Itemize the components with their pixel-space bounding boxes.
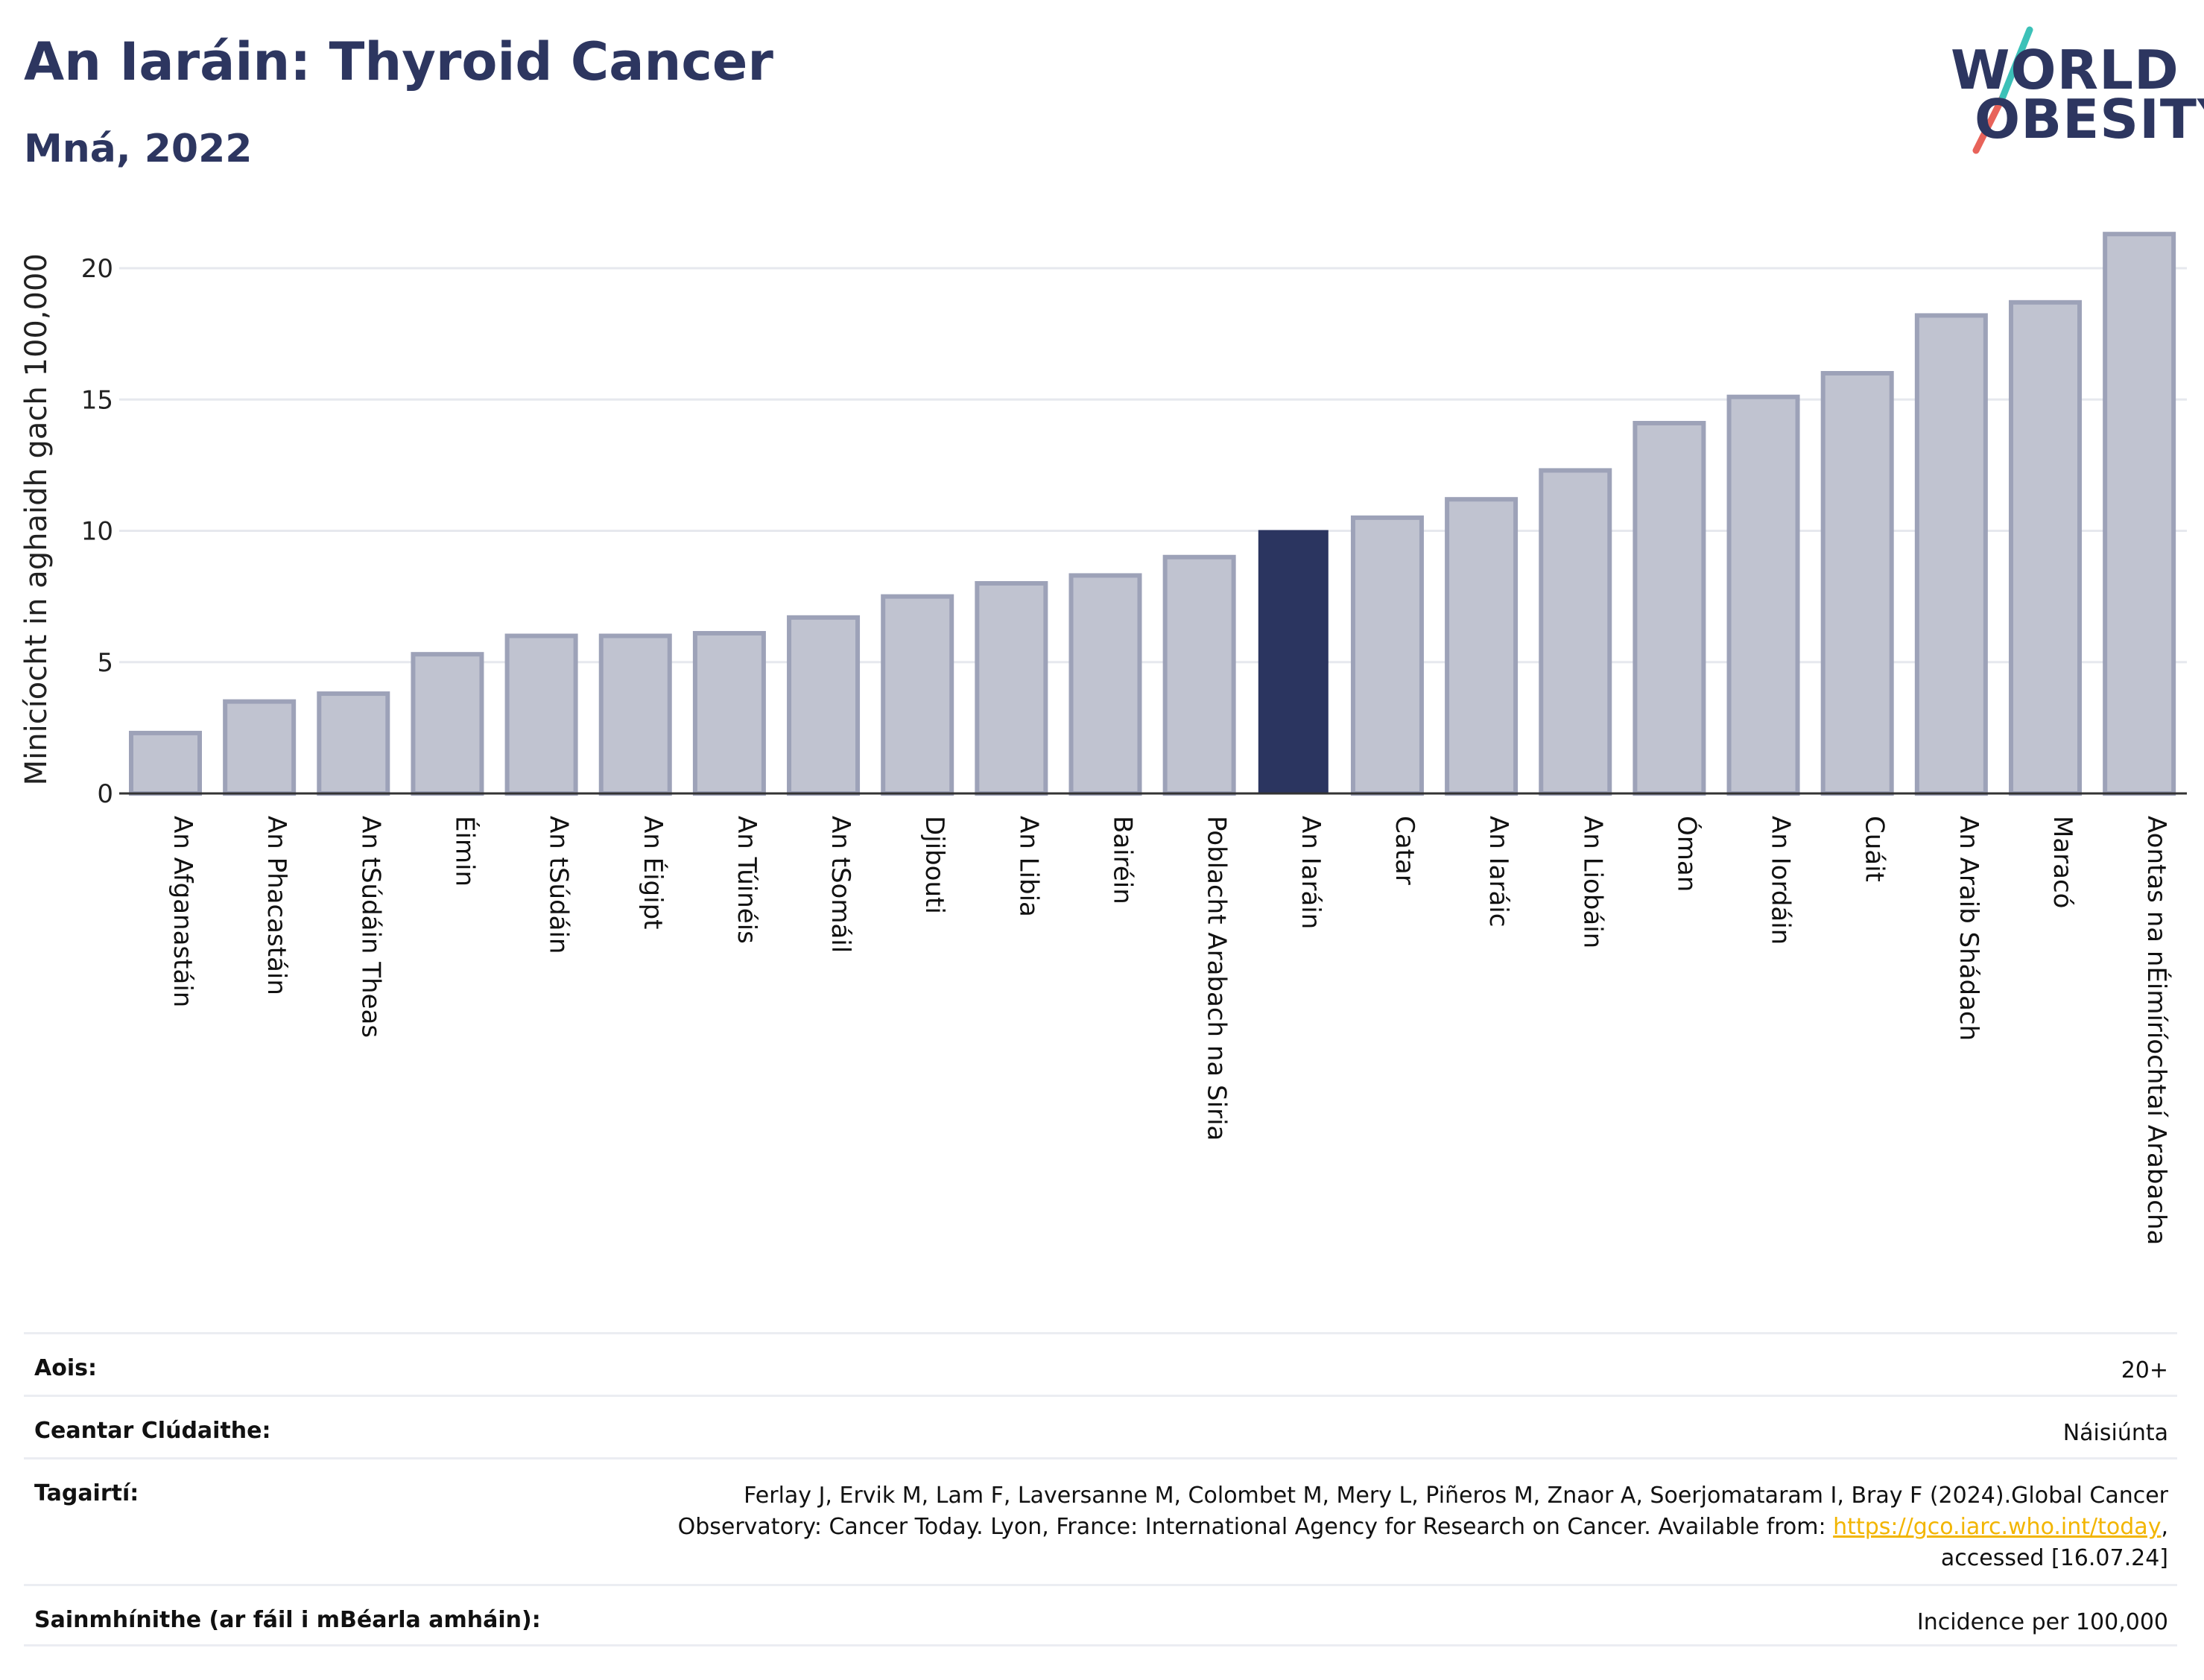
x-tick-label: An Iaráic bbox=[1483, 816, 1513, 927]
x-tick-label: Djibouti bbox=[919, 816, 949, 914]
bar-chart: 0 5 10 15 20 An Afganastáin An Phacastáin An t… bbox=[19, 232, 2187, 1245]
reference-line-2-text: Observatory: Cancer Today. Lyon, France:… bbox=[677, 1514, 1826, 1540]
bar[interactable] bbox=[787, 615, 861, 796]
bar[interactable] bbox=[1820, 371, 1894, 796]
info-table: Aois: 20+ Ceantar Clúdaithe: Náisiúnta T… bbox=[24, 1332, 2177, 1646]
x-tick-label: An tSúdáin bbox=[544, 816, 574, 954]
reference-line-3: accessed [16.07.24] bbox=[1940, 1545, 2168, 1571]
x-tick-label: Maracó bbox=[2048, 816, 2077, 908]
x-tick-label: An tSúdáin Theas bbox=[355, 816, 385, 1038]
info-value-coverage: Náisiúnta bbox=[2062, 1420, 2168, 1446]
x-tick-label: Bairéin bbox=[1108, 816, 1138, 904]
bars bbox=[129, 232, 2176, 796]
x-tick-label: An Araib Shádach bbox=[1954, 816, 1983, 1041]
bar[interactable] bbox=[975, 581, 1048, 796]
x-tick-label: An Phacastáin bbox=[262, 816, 291, 995]
x-tick-label: An Iaráin bbox=[1296, 816, 1326, 929]
info-row-definitions: Sainmhínithe (ar fáil i mBéarla amháin):… bbox=[24, 1584, 2177, 1646]
reference-line-2: Observatory: Cancer Today. Lyon, France:… bbox=[641, 1512, 2168, 1543]
bar[interactable] bbox=[692, 630, 766, 796]
bar[interactable] bbox=[1914, 313, 1988, 796]
reference-link[interactable]: https://gco.iarc.who.int/today bbox=[1833, 1514, 2162, 1540]
info-label-references: Tagairtí: bbox=[34, 1480, 139, 1506]
info-row-age: Aois: 20+ bbox=[24, 1332, 2177, 1395]
x-tick-label: Poblacht Arabach na Siria bbox=[1202, 816, 1232, 1141]
x-tick-label: An Éigipt bbox=[638, 816, 668, 930]
bar[interactable] bbox=[1162, 554, 1236, 796]
bar[interactable] bbox=[411, 652, 484, 796]
bar[interactable] bbox=[881, 594, 954, 796]
x-tick-label: An Iordáin bbox=[1766, 816, 1796, 945]
chart-title: An Iaráin: Thyroid Cancer bbox=[24, 31, 773, 92]
bar[interactable] bbox=[1068, 573, 1142, 796]
info-value-references: Ferlay J, Ervik M, Lam F, Laversanne M, … bbox=[641, 1459, 2177, 1574]
info-label-age: Aois: bbox=[34, 1355, 97, 1381]
chart-subtitle: Mná, 2022 bbox=[24, 127, 253, 171]
y-tick-label: 0 bbox=[97, 779, 113, 809]
x-tick-label: Éimin bbox=[449, 816, 480, 887]
bar[interactable] bbox=[1633, 420, 1706, 796]
world-obesity-logo[interactable]: WORLD OBESITY bbox=[1937, 22, 2204, 164]
x-tick-label: An Túinéis bbox=[732, 816, 761, 944]
bar[interactable] bbox=[1258, 530, 1329, 794]
logo-word-obesity: OBESITY bbox=[1975, 88, 2204, 150]
y-axis-ticks: 0 5 10 15 20 bbox=[81, 254, 113, 809]
info-label-definitions: Sainmhínithe (ar fáil i mBéarla amháin): bbox=[34, 1607, 541, 1633]
x-tick-label: Catar bbox=[1390, 816, 1419, 885]
x-tick-label: An Liobáin bbox=[1577, 816, 1607, 948]
x-axis-labels: An Afganastáin An Phacastáin An tSúdáin Th… bbox=[168, 816, 2172, 1245]
bar[interactable] bbox=[504, 633, 578, 796]
y-tick-label: 15 bbox=[81, 385, 113, 415]
info-row-coverage: Ceantar Clúdaithe: Náisiúnta bbox=[24, 1395, 2177, 1457]
y-tick-label: 10 bbox=[81, 517, 113, 547]
y-tick-label: 20 bbox=[81, 254, 113, 284]
y-tick-label: 5 bbox=[97, 648, 113, 678]
x-tick-label: Cuáit bbox=[1860, 816, 1890, 882]
reference-line-1: Ferlay J, Ervik M, Lam F, Laversanne M, … bbox=[744, 1483, 2168, 1509]
info-row-references: Tagairtí: Ferlay J, Ervik M, Lam F, Lave… bbox=[24, 1457, 2177, 1584]
bar[interactable] bbox=[223, 699, 297, 796]
info-value-definitions: Incidence per 100,000 bbox=[1916, 1609, 2168, 1635]
x-tick-label: Aontas na nÉimíríochtaí Arabacha bbox=[2141, 816, 2172, 1245]
y-axis-title: Minicíocht in aghaidh gach 100,000 bbox=[19, 253, 54, 785]
bar[interactable] bbox=[598, 633, 672, 796]
x-tick-label: An tSomáil bbox=[826, 816, 855, 953]
bar[interactable] bbox=[2103, 232, 2176, 796]
bar[interactable] bbox=[129, 730, 202, 796]
x-tick-label: An Afganastáin bbox=[168, 816, 197, 1007]
bar[interactable] bbox=[1445, 497, 1519, 796]
bar[interactable] bbox=[1539, 468, 1612, 796]
logo-slash-icon bbox=[1972, 26, 2033, 154]
x-tick-label: An Libia bbox=[1013, 816, 1043, 917]
bar[interactable] bbox=[1350, 515, 1424, 796]
reference-link-tail: , bbox=[2161, 1514, 2168, 1540]
bar[interactable] bbox=[1726, 394, 1800, 796]
x-tick-label: Óman bbox=[1671, 816, 1702, 892]
info-label-coverage: Ceantar Clúdaithe: bbox=[34, 1418, 271, 1444]
logo-word-world: WORLD bbox=[1951, 39, 2179, 101]
bar[interactable] bbox=[317, 691, 390, 796]
info-value-age: 20+ bbox=[2121, 1357, 2168, 1383]
bar[interactable] bbox=[2009, 299, 2082, 796]
